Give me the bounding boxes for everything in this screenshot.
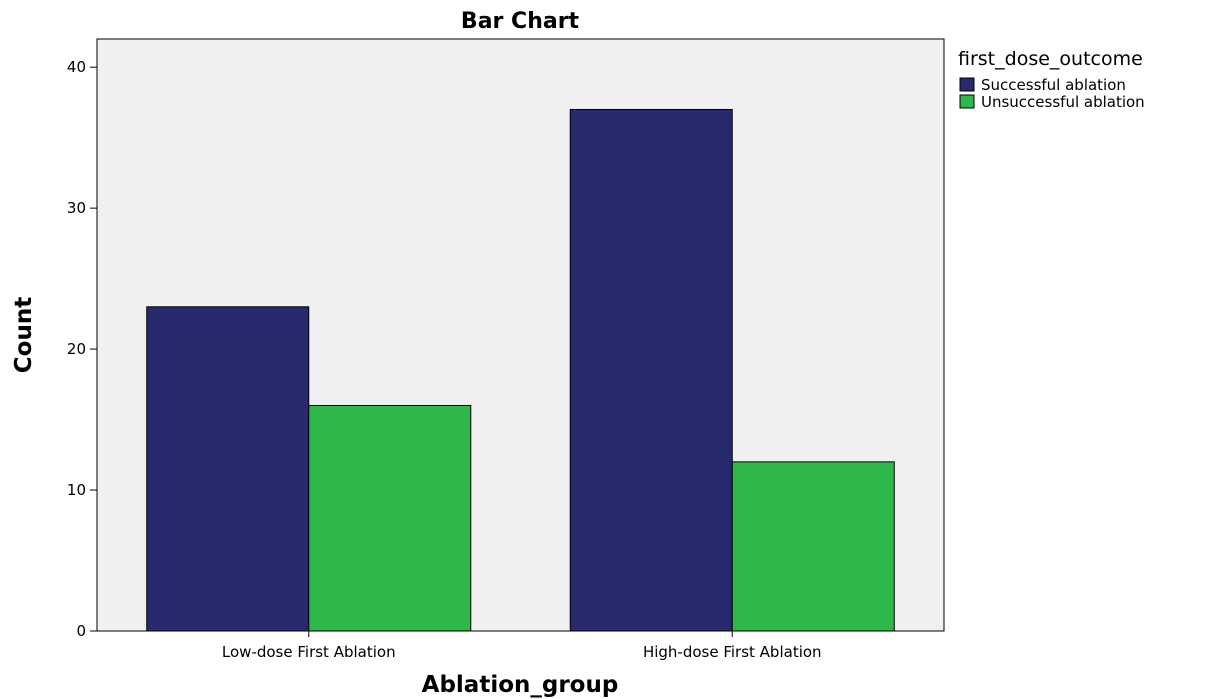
bar-unsuccessful-0 — [308, 404, 472, 632]
y-tick-label: 20 — [67, 340, 86, 358]
y-axis: 0 10 20 30 40 — [67, 58, 97, 640]
y-tick-label: 40 — [67, 58, 86, 76]
bar-unsuccessful-1 — [731, 461, 895, 632]
legend-swatch — [959, 77, 975, 92]
legend-label: Unsuccessful ablation — [981, 93, 1145, 111]
bar-successful-1 — [569, 108, 733, 632]
x-axis-title: Ablation_group — [422, 672, 619, 698]
legend-label: Successful ablation — [981, 76, 1126, 94]
chart-title: Bar Chart — [461, 9, 580, 34]
y-tick-label: 10 — [67, 481, 86, 499]
y-tick-label: 30 — [67, 199, 86, 217]
x-axis: Low-dose First Ablation High-dose First A… — [222, 631, 822, 661]
x-tick-label: High-dose First Ablation — [643, 643, 822, 661]
legend-title: first_dose_outcome — [958, 48, 1143, 70]
legend-swatch — [959, 94, 975, 109]
x-tick-label: Low-dose First Ablation — [222, 643, 396, 661]
legend: first_dose_outcome Successful ablationUn… — [958, 48, 1145, 111]
bar-successful-0 — [146, 306, 310, 632]
y-tick-label: 0 — [76, 622, 86, 640]
bars — [146, 108, 895, 632]
y-axis-title: Count — [11, 297, 37, 373]
